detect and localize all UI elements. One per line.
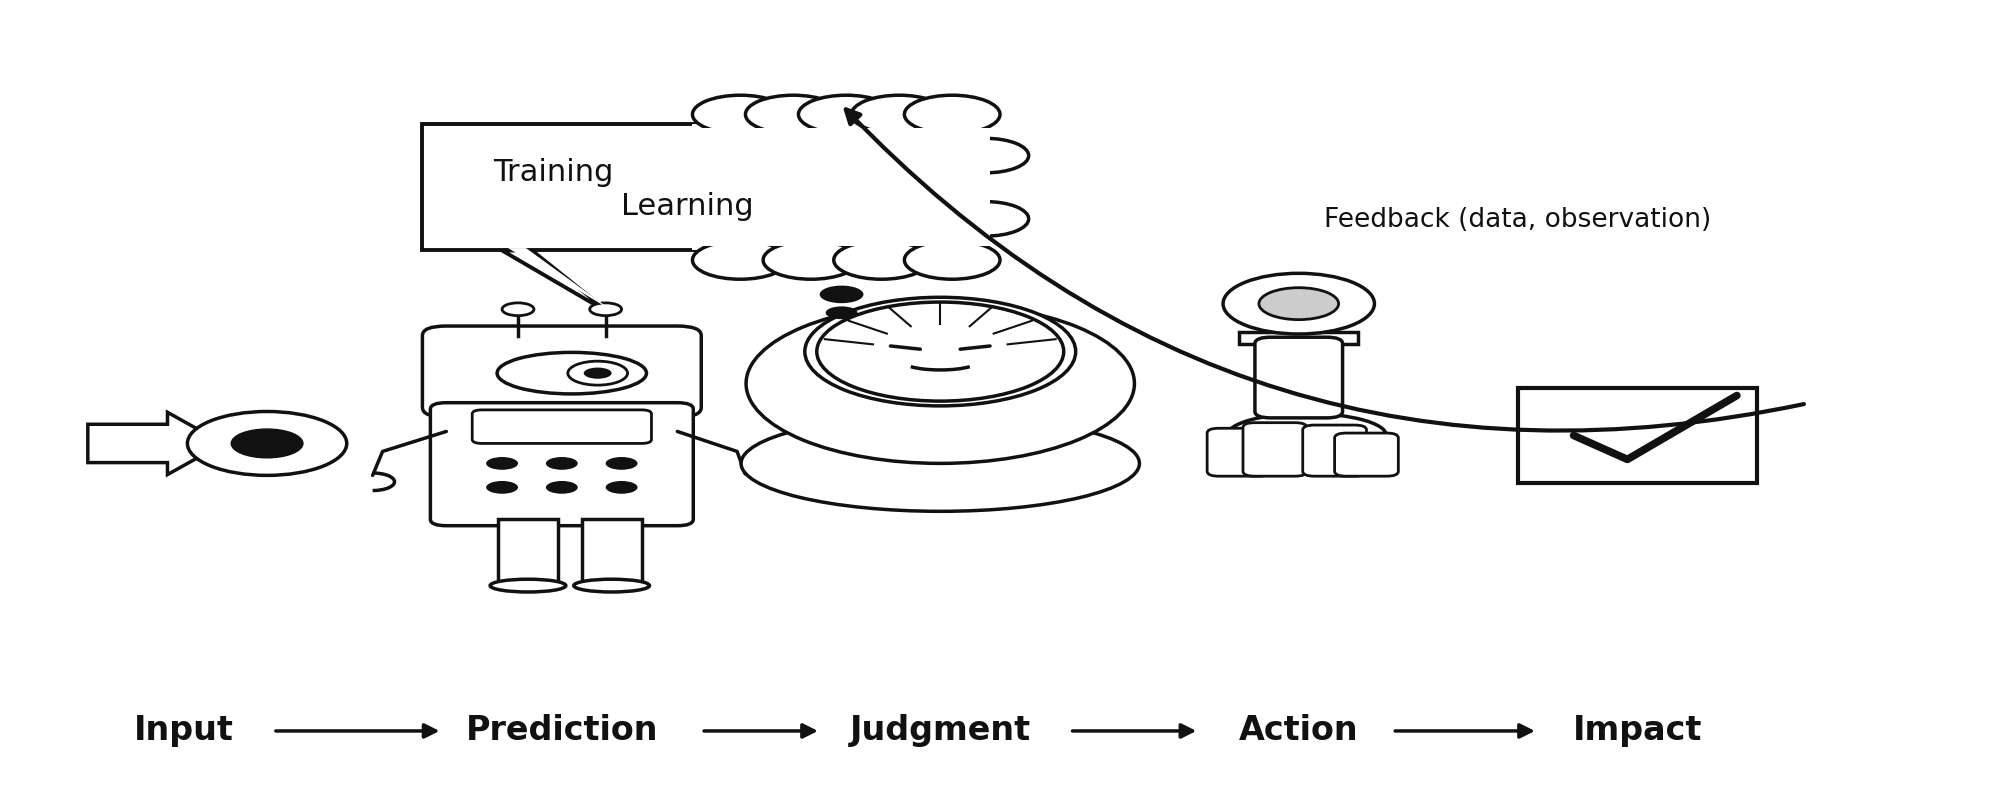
Ellipse shape bbox=[742, 416, 1140, 512]
Circle shape bbox=[692, 241, 788, 279]
Text: Judgment: Judgment bbox=[850, 714, 1030, 747]
Text: Training: Training bbox=[492, 157, 614, 186]
Ellipse shape bbox=[574, 579, 650, 592]
Ellipse shape bbox=[1228, 413, 1386, 458]
FancyArrow shape bbox=[88, 412, 224, 475]
Circle shape bbox=[804, 297, 1076, 406]
Ellipse shape bbox=[498, 353, 646, 394]
FancyBboxPatch shape bbox=[1208, 429, 1270, 476]
Circle shape bbox=[232, 429, 302, 458]
Circle shape bbox=[188, 412, 346, 475]
Circle shape bbox=[546, 457, 578, 470]
Circle shape bbox=[692, 95, 788, 133]
FancyBboxPatch shape bbox=[422, 326, 702, 417]
Circle shape bbox=[798, 95, 894, 133]
Bar bbox=[526, 404, 598, 412]
FancyBboxPatch shape bbox=[472, 410, 652, 443]
Circle shape bbox=[820, 286, 864, 303]
Bar bbox=[908, 391, 972, 420]
Circle shape bbox=[590, 303, 622, 316]
Bar bbox=[1240, 332, 1358, 344]
Circle shape bbox=[830, 324, 854, 333]
Polygon shape bbox=[502, 250, 612, 315]
Text: Action: Action bbox=[1238, 714, 1358, 747]
FancyBboxPatch shape bbox=[1518, 387, 1756, 483]
Circle shape bbox=[486, 481, 518, 494]
Circle shape bbox=[826, 307, 858, 319]
FancyBboxPatch shape bbox=[1334, 433, 1398, 476]
Circle shape bbox=[502, 303, 534, 316]
Circle shape bbox=[1258, 287, 1338, 320]
Ellipse shape bbox=[568, 362, 628, 385]
Circle shape bbox=[834, 241, 930, 279]
Circle shape bbox=[546, 481, 578, 494]
Text: Input: Input bbox=[134, 714, 234, 747]
Bar bbox=[582, 520, 642, 583]
FancyBboxPatch shape bbox=[1254, 337, 1342, 418]
Circle shape bbox=[816, 302, 1064, 401]
Circle shape bbox=[746, 95, 842, 133]
Circle shape bbox=[1224, 274, 1374, 334]
Circle shape bbox=[606, 457, 638, 470]
Ellipse shape bbox=[746, 303, 1134, 463]
Bar bbox=[498, 520, 558, 583]
Bar bbox=[702, 128, 990, 246]
FancyBboxPatch shape bbox=[430, 403, 694, 525]
Circle shape bbox=[764, 241, 858, 279]
Circle shape bbox=[486, 457, 518, 470]
Circle shape bbox=[852, 95, 948, 133]
Circle shape bbox=[904, 241, 1000, 279]
Text: Prediction: Prediction bbox=[466, 714, 658, 747]
Text: Learning: Learning bbox=[622, 192, 754, 220]
Circle shape bbox=[606, 481, 638, 494]
Bar bbox=[1282, 320, 1314, 340]
FancyBboxPatch shape bbox=[1302, 425, 1366, 476]
Ellipse shape bbox=[490, 579, 566, 592]
Polygon shape bbox=[508, 248, 612, 311]
FancyArrowPatch shape bbox=[846, 110, 1804, 431]
FancyBboxPatch shape bbox=[422, 124, 712, 250]
Text: Impact: Impact bbox=[1572, 714, 1702, 747]
Circle shape bbox=[584, 367, 612, 378]
Circle shape bbox=[942, 202, 1028, 236]
Circle shape bbox=[904, 95, 1000, 133]
Circle shape bbox=[942, 138, 1028, 173]
Bar bbox=[692, 124, 1000, 250]
FancyBboxPatch shape bbox=[1242, 423, 1306, 476]
Text: Feedback (data, observation): Feedback (data, observation) bbox=[1324, 207, 1712, 232]
